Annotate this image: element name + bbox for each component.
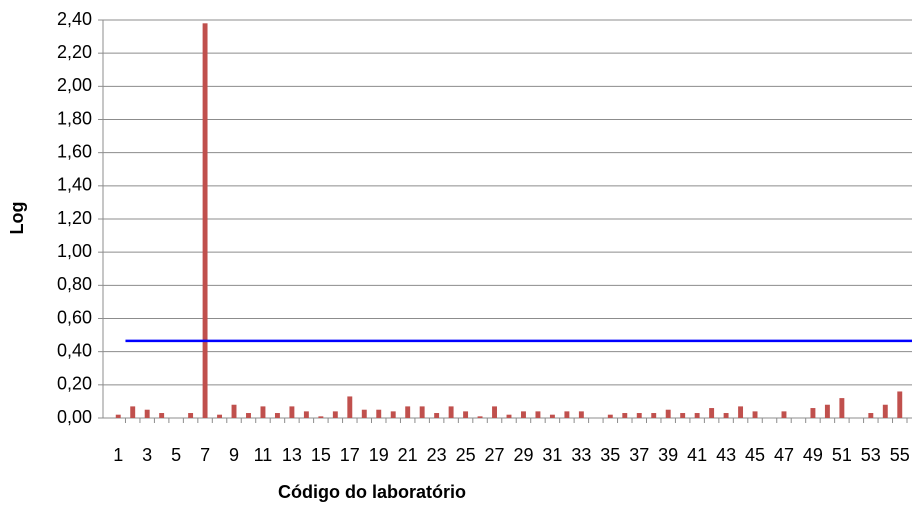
y-axis-title: Log	[7, 202, 27, 235]
x-tick-label: 3	[142, 445, 152, 465]
bar	[361, 409, 367, 418]
x-tick-label: 5	[171, 445, 181, 465]
x-tick-label: 13	[282, 445, 302, 465]
bar	[824, 404, 830, 418]
bar	[405, 406, 411, 418]
y-tick-label: 0,80	[57, 274, 92, 294]
bar	[115, 414, 121, 418]
x-tick-label: 55	[890, 445, 910, 465]
y-tick-label: 1,40	[57, 175, 92, 195]
bar	[636, 413, 642, 418]
bar	[246, 413, 251, 418]
bar	[144, 409, 150, 418]
bar	[738, 406, 744, 418]
x-tick-label: 7	[200, 445, 210, 465]
bar	[781, 411, 787, 418]
bar	[709, 408, 715, 418]
bar	[188, 413, 194, 418]
x-axis-title: Código do laboratório	[278, 482, 466, 502]
bar	[752, 411, 758, 418]
bar	[463, 411, 469, 418]
bar	[260, 406, 266, 418]
bar	[303, 411, 309, 418]
bar	[506, 414, 512, 418]
x-tick-label: 41	[687, 445, 707, 465]
x-tick-label: 47	[774, 445, 794, 465]
x-tick-label: 49	[803, 445, 823, 465]
y-tick-label: 2,00	[57, 75, 92, 95]
x-tick-label: 37	[629, 445, 649, 465]
y-tick-label: 2,40	[57, 9, 92, 29]
bar	[868, 413, 874, 418]
bar	[376, 409, 382, 418]
bar	[694, 413, 700, 418]
y-tick-label: 1,80	[57, 108, 92, 128]
bar	[492, 406, 497, 418]
x-tick-label: 15	[311, 445, 331, 465]
bar	[289, 406, 295, 418]
x-tick-label: 25	[456, 445, 476, 465]
x-tick-label: 29	[513, 445, 533, 465]
x-tick-label: 51	[832, 445, 852, 465]
bar	[535, 411, 541, 418]
x-tick-label: 43	[716, 445, 736, 465]
x-tick-label: 23	[427, 445, 447, 465]
bar	[231, 404, 237, 418]
bar	[680, 413, 686, 418]
x-tick-label: 9	[229, 445, 239, 465]
y-tick-label: 0,60	[57, 307, 92, 327]
y-tick-label: 1,20	[57, 208, 92, 228]
bar	[419, 406, 425, 418]
x-tick-label: 33	[571, 445, 591, 465]
x-tick-label: 11	[254, 445, 273, 465]
bar	[622, 413, 628, 418]
bar	[521, 411, 526, 418]
bar	[882, 404, 888, 418]
y-tick-label: 1,00	[57, 241, 92, 261]
x-tick-label: 27	[485, 445, 505, 465]
x-tick-label: 39	[658, 445, 678, 465]
bar	[274, 413, 280, 418]
bar	[159, 413, 165, 418]
y-tick-label: 2,20	[57, 42, 92, 62]
bar	[810, 408, 816, 418]
bar	[549, 414, 555, 418]
x-tick-label: 17	[340, 445, 360, 465]
bar	[332, 411, 338, 418]
bar	[578, 411, 584, 418]
bar	[651, 413, 657, 418]
bar	[607, 414, 613, 418]
x-tick-label: 35	[600, 445, 620, 465]
bar	[897, 391, 903, 418]
x-tick-label: 53	[861, 445, 881, 465]
bar	[318, 416, 324, 418]
x-tick-label: 1	[113, 445, 123, 465]
bar	[202, 23, 208, 419]
y-tick-label: 0,00	[57, 407, 92, 427]
x-tick-label: 21	[398, 445, 418, 465]
y-tick-label: 0,20	[57, 374, 92, 394]
bar	[434, 413, 440, 418]
bar	[477, 416, 483, 418]
x-tick-label: 45	[745, 445, 765, 465]
bar	[564, 411, 570, 418]
x-tick-label: 19	[369, 445, 389, 465]
bar	[723, 413, 729, 418]
y-tick-label: 1,60	[57, 141, 92, 161]
bar	[347, 396, 353, 418]
bar	[217, 414, 223, 418]
bar	[390, 411, 396, 418]
bar	[839, 398, 845, 418]
bar	[448, 406, 454, 418]
bar	[130, 406, 136, 418]
y-tick-label: 0,40	[57, 340, 92, 360]
x-tick-label: 31	[542, 445, 562, 465]
bar	[665, 409, 671, 418]
